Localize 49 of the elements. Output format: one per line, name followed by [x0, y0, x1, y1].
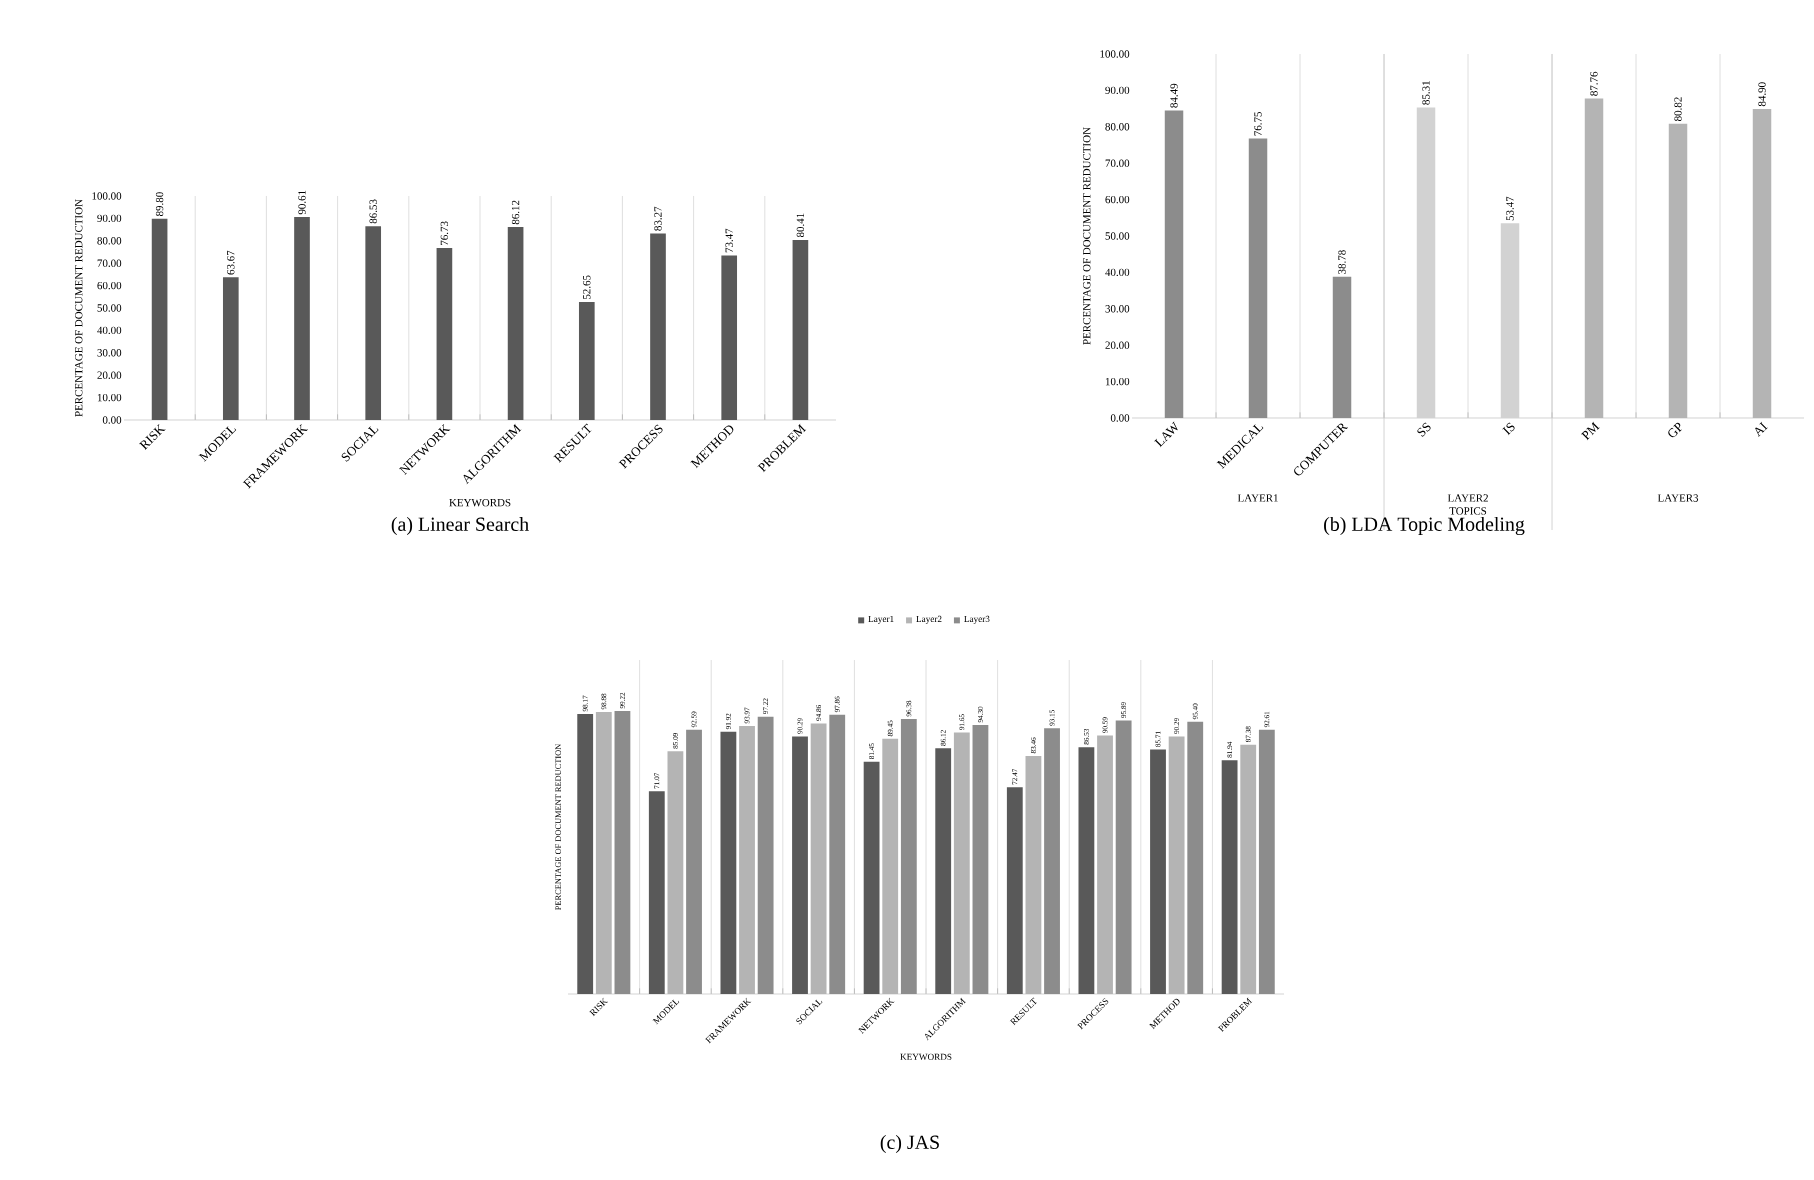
bar	[151, 218, 168, 420]
bar	[829, 714, 846, 994]
bar	[686, 729, 702, 994]
bar	[757, 716, 774, 994]
bar	[595, 711, 612, 994]
text: (a) Linear Search	[391, 516, 529, 536]
bar	[721, 255, 738, 420]
bar	[792, 239, 809, 420]
bar	[667, 751, 684, 994]
bar	[720, 731, 737, 994]
bar	[1240, 744, 1257, 994]
bar	[953, 732, 970, 994]
bar	[739, 725, 755, 994]
bar	[1150, 749, 1166, 994]
bar	[1248, 138, 1268, 418]
text: (c) JAS	[880, 1134, 939, 1154]
bar	[436, 248, 453, 420]
bar	[1115, 720, 1132, 994]
bar	[1221, 760, 1238, 994]
bar	[1187, 721, 1204, 994]
bar	[792, 736, 808, 994]
bar	[614, 710, 631, 994]
bar	[1078, 747, 1095, 994]
bar	[650, 233, 666, 420]
bar	[507, 227, 524, 420]
bar	[1332, 276, 1352, 418]
bar	[900, 719, 917, 994]
bar	[882, 738, 899, 994]
bar	[222, 277, 239, 420]
bar	[1044, 728, 1060, 994]
bar	[1097, 735, 1113, 994]
bar	[1258, 729, 1275, 994]
bar	[1584, 98, 1604, 418]
bar	[648, 791, 665, 994]
bar	[810, 723, 827, 994]
bar	[1025, 755, 1042, 994]
text: (b) LDA Topic Modeling	[1324, 516, 1525, 536]
bar	[1164, 110, 1184, 418]
bar	[1752, 108, 1772, 418]
bar	[1668, 123, 1688, 418]
bar	[294, 217, 310, 420]
bar	[972, 724, 989, 994]
bar	[1168, 736, 1185, 994]
bar	[1006, 787, 1023, 994]
bar	[578, 302, 595, 420]
bar	[365, 226, 382, 420]
bar	[935, 748, 952, 994]
bar	[577, 713, 594, 994]
bar	[863, 761, 880, 994]
